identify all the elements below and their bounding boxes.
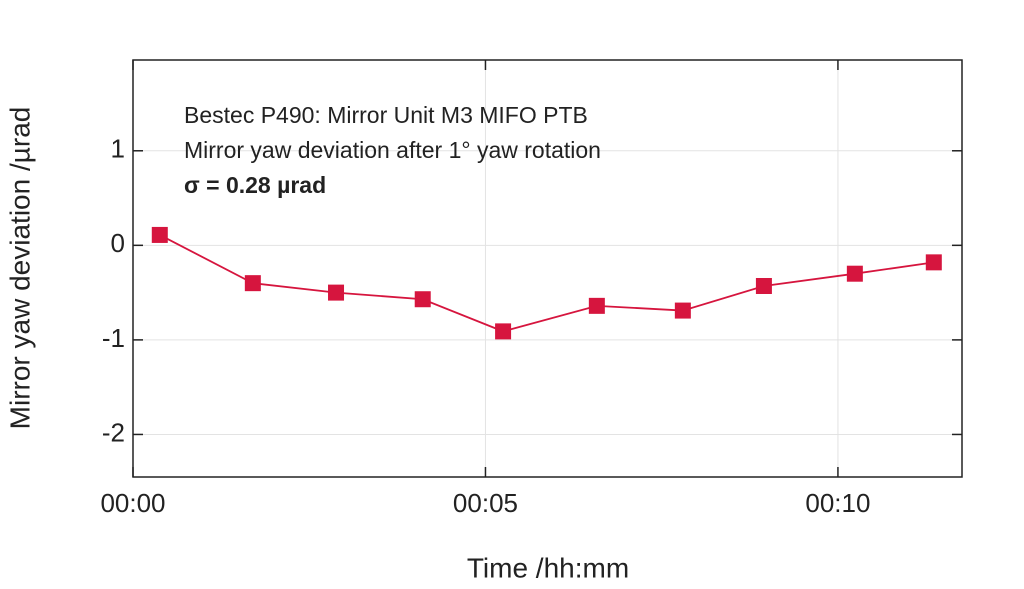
data-point — [414, 291, 431, 308]
x-axis-title: Time /hh:mm — [467, 552, 629, 583]
y-tick-label: -2 — [102, 417, 125, 447]
data-point — [328, 284, 345, 301]
y-tick-label: 1 — [111, 134, 125, 164]
data-line — [159, 234, 934, 333]
y-tick-label: -1 — [102, 323, 125, 353]
x-tick-label: 00:10 — [805, 488, 870, 518]
data-point — [846, 265, 863, 282]
data-point — [925, 254, 942, 271]
data-point — [588, 297, 605, 314]
data-point — [495, 323, 512, 340]
data-point — [674, 302, 691, 319]
data-point — [151, 226, 168, 243]
x-tick-label: 00:00 — [100, 488, 165, 518]
annotation: Bestec P490: Mirror Unit M3 MIFO PTB — [184, 102, 588, 128]
annotation: Mirror yaw deviation after 1° yaw rotati… — [184, 137, 601, 163]
data-point — [755, 277, 772, 294]
y-tick-label: 0 — [111, 228, 125, 258]
y-axis-title: Mirror yaw deviation /µrad — [4, 107, 35, 430]
annotation: σ = 0.28 µrad — [184, 172, 326, 198]
x-tick-label: 00:05 — [453, 488, 518, 518]
data-point — [244, 275, 261, 292]
plot-frame — [132, 59, 963, 478]
